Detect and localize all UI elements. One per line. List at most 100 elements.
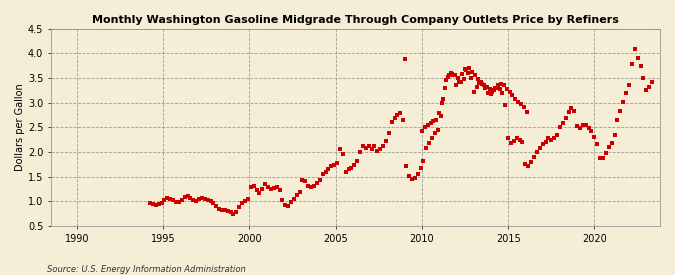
Point bbox=[635, 63, 646, 68]
Point bbox=[574, 126, 585, 130]
Point bbox=[424, 141, 435, 145]
Point bbox=[404, 173, 414, 178]
Point bbox=[306, 185, 317, 189]
Point bbox=[231, 210, 242, 214]
Point bbox=[406, 177, 417, 181]
Point bbox=[626, 62, 637, 66]
Point bbox=[180, 195, 190, 199]
Point bbox=[535, 146, 545, 150]
Point bbox=[144, 200, 155, 205]
Point bbox=[286, 200, 296, 204]
Point bbox=[477, 82, 487, 86]
Point bbox=[369, 144, 380, 148]
Point bbox=[217, 207, 227, 212]
Point bbox=[450, 73, 460, 78]
Point bbox=[597, 156, 608, 160]
Point bbox=[448, 73, 459, 78]
Point bbox=[523, 163, 534, 168]
Point bbox=[433, 128, 443, 132]
Point bbox=[483, 90, 493, 95]
Point bbox=[234, 205, 245, 209]
Point bbox=[438, 97, 449, 101]
Point bbox=[452, 76, 463, 80]
Point bbox=[487, 89, 497, 94]
Point bbox=[485, 92, 496, 96]
Point bbox=[586, 129, 597, 133]
Point bbox=[383, 131, 394, 135]
Point bbox=[462, 71, 473, 75]
Point bbox=[274, 188, 285, 192]
Point bbox=[240, 199, 250, 204]
Point bbox=[504, 89, 515, 94]
Point bbox=[294, 190, 305, 194]
Point bbox=[495, 82, 506, 86]
Point bbox=[612, 118, 623, 122]
Point bbox=[551, 132, 562, 137]
Point bbox=[502, 87, 512, 91]
Point bbox=[500, 103, 510, 107]
Point bbox=[647, 80, 657, 84]
Point bbox=[464, 66, 475, 70]
Point bbox=[165, 197, 176, 201]
Point bbox=[381, 139, 392, 143]
Point bbox=[603, 145, 614, 149]
Point bbox=[546, 137, 557, 142]
Point bbox=[251, 188, 262, 192]
Point bbox=[219, 208, 230, 212]
Point bbox=[641, 88, 651, 92]
Point bbox=[412, 172, 423, 176]
Point bbox=[389, 116, 400, 120]
Point bbox=[340, 169, 351, 174]
Point bbox=[543, 136, 554, 140]
Point bbox=[157, 201, 167, 205]
Point bbox=[366, 147, 377, 152]
Point bbox=[355, 150, 366, 154]
Point bbox=[580, 123, 591, 127]
Point bbox=[532, 150, 543, 154]
Point bbox=[257, 187, 268, 191]
Point bbox=[277, 198, 288, 202]
Point bbox=[490, 86, 501, 90]
Point bbox=[317, 172, 328, 176]
Point bbox=[497, 90, 508, 95]
Point bbox=[191, 199, 202, 203]
Point bbox=[349, 163, 360, 167]
Point bbox=[416, 129, 427, 133]
Point bbox=[439, 86, 450, 90]
Point bbox=[245, 185, 256, 189]
Point bbox=[343, 167, 354, 171]
Point bbox=[518, 105, 529, 110]
Point bbox=[620, 90, 631, 95]
Point bbox=[494, 87, 505, 91]
Point bbox=[323, 166, 333, 171]
Point bbox=[461, 68, 472, 73]
Point bbox=[363, 144, 374, 148]
Point bbox=[443, 73, 454, 78]
Point bbox=[162, 196, 173, 200]
Point bbox=[320, 169, 331, 174]
Point bbox=[242, 197, 253, 201]
Point bbox=[427, 136, 437, 140]
Point bbox=[437, 100, 448, 105]
Point bbox=[185, 196, 196, 200]
Point bbox=[346, 166, 357, 170]
Point bbox=[422, 123, 433, 127]
Point bbox=[386, 120, 397, 125]
Point bbox=[398, 118, 408, 122]
Point bbox=[555, 125, 566, 130]
Point bbox=[194, 197, 205, 201]
Point bbox=[308, 184, 319, 188]
Point bbox=[292, 193, 302, 197]
Point bbox=[521, 110, 532, 115]
Point bbox=[280, 202, 291, 207]
Point bbox=[592, 142, 603, 147]
Point bbox=[618, 99, 628, 104]
Point bbox=[460, 67, 470, 71]
Point bbox=[566, 106, 577, 111]
Point bbox=[372, 149, 383, 153]
Point bbox=[595, 156, 605, 160]
Point bbox=[315, 178, 325, 183]
Point bbox=[572, 124, 583, 128]
Point bbox=[583, 126, 594, 130]
Point bbox=[506, 141, 516, 145]
